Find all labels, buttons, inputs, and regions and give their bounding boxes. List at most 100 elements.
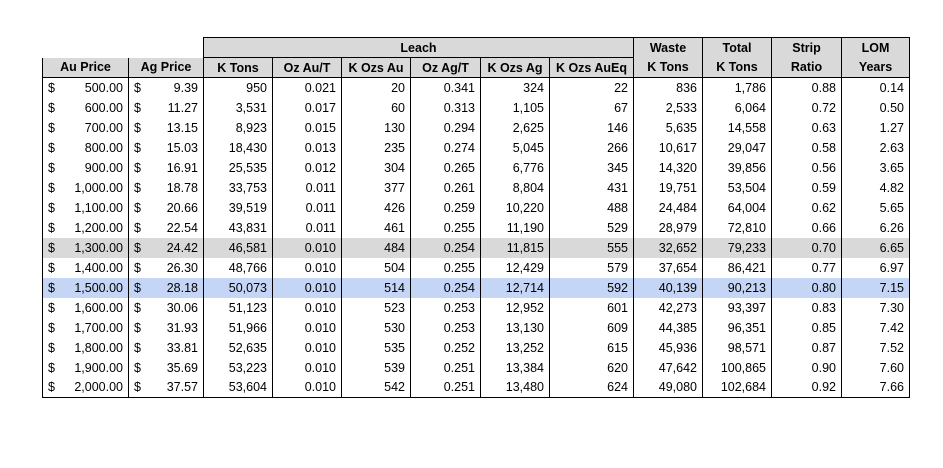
cell-k-tons: 46,581 [203, 237, 273, 258]
currency-symbol: $ [134, 340, 141, 355]
cell-total: 14,558 [702, 117, 772, 138]
cell-k-ozs-au: 426 [341, 197, 411, 218]
currency-symbol: $ [134, 160, 141, 175]
header-row-top: Leach Waste Total Strip LOM [42, 37, 910, 58]
cell-lom: 6.26 [841, 217, 910, 238]
cell-total: 86,421 [702, 257, 772, 278]
cell-k-tons: 33,753 [203, 177, 273, 198]
table-row: $500.00 $9.39 950 0.021 20 0.341 324 22 836 1,786… [42, 77, 910, 98]
cell-value: 1,400.00 [74, 260, 123, 275]
cell-value: 16.91 [166, 160, 198, 175]
cell-oz-ag-t: 0.261 [410, 177, 481, 198]
table-row: $900.00 $16.91 25,535 0.012 304 0.265 6,776 345… [42, 157, 910, 178]
cell-value: 31.93 [166, 320, 198, 335]
cell-total: 79,233 [702, 237, 772, 258]
cell-k-tons: 51,966 [203, 317, 273, 338]
cell-k-ozs-ag: 11,815 [480, 237, 550, 258]
cell-k-ozs-aueq: 22 [549, 77, 634, 98]
cell-ag-price: $11.27 [128, 97, 204, 118]
cell-k-ozs-aueq: 431 [549, 177, 634, 198]
cell-oz-au-t: 0.011 [272, 177, 342, 198]
table-row: $1,800.00 $33.81 52,635 0.010 535 0.252 13,252… [42, 337, 910, 358]
cell-waste: 40,139 [633, 277, 703, 298]
cell-oz-au-t: 0.010 [272, 377, 342, 398]
cell-k-tons: 52,635 [203, 337, 273, 358]
cell-k-tons: 8,923 [203, 117, 273, 138]
currency-symbol: $ [48, 280, 55, 295]
cell-k-ozs-aueq: 592 [549, 277, 634, 298]
cell-k-ozs-aueq: 345 [549, 157, 634, 178]
cell-value: 1,600.00 [74, 300, 123, 315]
currency-symbol: $ [134, 380, 141, 395]
table-row: $1,400.00 $26.30 48,766 0.010 504 0.255 12,429… [42, 257, 910, 278]
cell-strip: 0.66 [771, 217, 842, 238]
currency-symbol: $ [48, 220, 55, 235]
cell-oz-au-t: 0.010 [272, 317, 342, 338]
cell-k-tons: 51,123 [203, 297, 273, 318]
cell-k-ozs-au: 535 [341, 337, 411, 358]
cell-waste: 49,080 [633, 377, 703, 398]
cell-k-tons: 25,535 [203, 157, 273, 178]
cell-lom: 5.65 [841, 197, 910, 218]
cell-oz-ag-t: 0.313 [410, 97, 481, 118]
currency-symbol: $ [134, 300, 141, 315]
currency-symbol: $ [134, 320, 141, 335]
cell-k-ozs-au: 542 [341, 377, 411, 398]
cell-lom: 7.60 [841, 357, 910, 378]
cell-k-ozs-ag: 13,252 [480, 337, 550, 358]
cell-value: 24.42 [166, 240, 198, 255]
currency-symbol: $ [48, 260, 55, 275]
header-k-ozs-au: K Ozs Au [341, 57, 411, 78]
cell-ag-price: $15.03 [128, 137, 204, 158]
cell-ag-price: $37.57 [128, 377, 204, 398]
cell-lom: 7.15 [841, 277, 910, 298]
currency-symbol: $ [134, 240, 141, 255]
table-row: $1,100.00 $20.66 39,519 0.011 426 0.259 10,220… [42, 197, 910, 218]
currency-symbol: $ [48, 200, 55, 215]
cell-waste: 45,936 [633, 337, 703, 358]
cell-k-ozs-aueq: 266 [549, 137, 634, 158]
currency-symbol: $ [134, 260, 141, 275]
cell-waste: 42,273 [633, 297, 703, 318]
cell-value: 37.57 [166, 380, 198, 395]
cell-oz-ag-t: 0.265 [410, 157, 481, 178]
cell-value: 1,300.00 [74, 240, 123, 255]
cell-k-ozs-aueq: 615 [549, 337, 634, 358]
header-total: Total [702, 37, 772, 58]
cell-ag-price: $16.91 [128, 157, 204, 178]
cell-oz-au-t: 0.010 [272, 337, 342, 358]
cell-lom: 7.30 [841, 297, 910, 318]
cell-ag-price: $18.78 [128, 177, 204, 198]
cell-value: 15.03 [166, 140, 198, 155]
cell-ag-price: $35.69 [128, 357, 204, 378]
cell-k-ozs-ag: 13,384 [480, 357, 550, 378]
cell-lom: 7.66 [841, 377, 910, 398]
cell-value: 18.78 [166, 180, 198, 195]
currency-symbol: $ [134, 280, 141, 295]
cell-value: 900.00 [84, 160, 123, 175]
table-row: $1,600.00 $30.06 51,123 0.010 523 0.253 12,952… [42, 297, 910, 318]
cell-au-price: $1,800.00 [42, 337, 129, 358]
cell-k-tons: 48,766 [203, 257, 273, 278]
currency-symbol: $ [48, 180, 55, 195]
cell-strip: 0.58 [771, 137, 842, 158]
cell-strip: 0.62 [771, 197, 842, 218]
currency-symbol: $ [48, 300, 55, 315]
header-au-price: Au Price [42, 57, 129, 78]
cell-oz-au-t: 0.010 [272, 237, 342, 258]
cell-lom: 0.50 [841, 97, 910, 118]
cell-oz-ag-t: 0.259 [410, 197, 481, 218]
cell-lom: 1.27 [841, 117, 910, 138]
cell-strip: 0.56 [771, 157, 842, 178]
cell-k-ozs-ag: 12,714 [480, 277, 550, 298]
cell-value: 13.15 [166, 120, 198, 135]
cell-value: 20.66 [166, 200, 198, 215]
table-row: $1,900.00 $35.69 53,223 0.010 539 0.251 13,384… [42, 357, 910, 378]
cell-k-tons: 53,604 [203, 377, 273, 398]
cell-au-price: $700.00 [42, 117, 129, 138]
cell-strip: 0.87 [771, 337, 842, 358]
cell-au-price: $500.00 [42, 77, 129, 98]
cell-total: 96,351 [702, 317, 772, 338]
cell-k-ozs-ag: 13,480 [480, 377, 550, 398]
cell-k-ozs-aueq: 529 [549, 217, 634, 238]
